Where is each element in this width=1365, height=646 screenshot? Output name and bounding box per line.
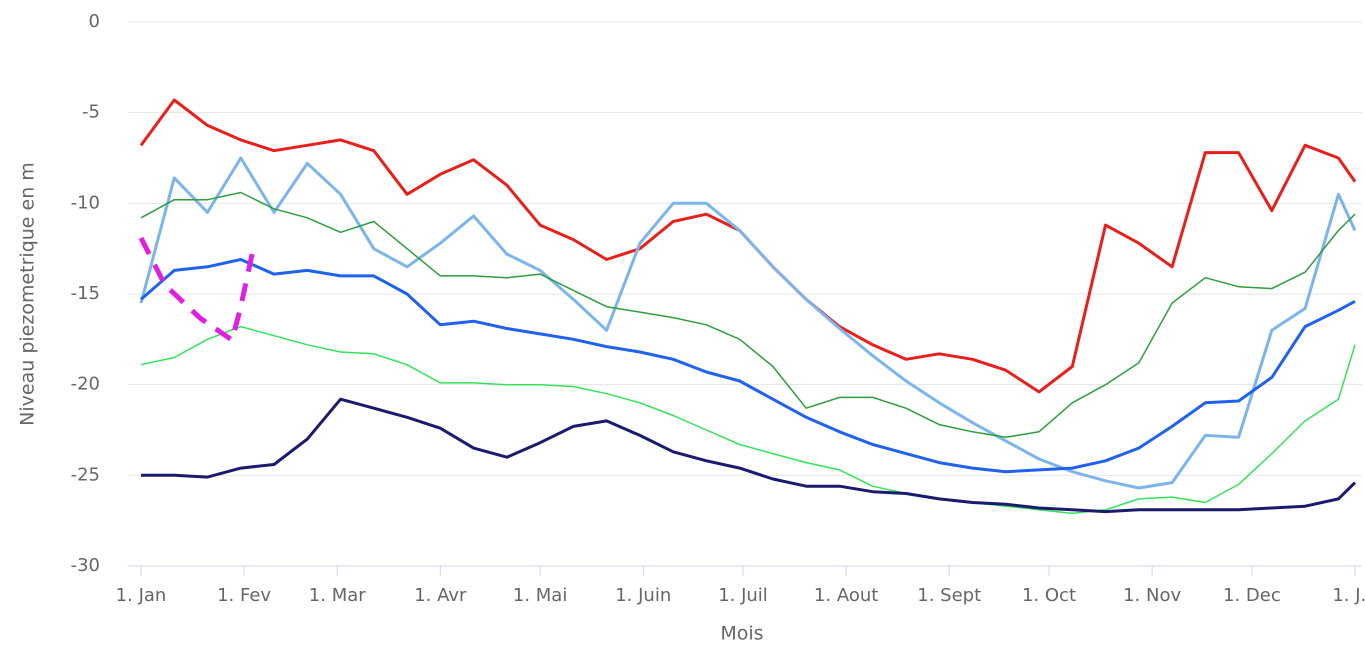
x-tick-label: 1. Mai [513, 585, 567, 606]
x-tick-label: 1. Oct [1022, 585, 1076, 606]
x-tick-label: 1. Juil [718, 585, 768, 606]
y-tick-label: -20 [71, 374, 100, 395]
series-line [141, 397, 1357, 514]
x-tick-label: 1. J... [1332, 585, 1365, 606]
x-tick-label: 1. Mar [309, 585, 366, 606]
y-tick-label: -25 [71, 464, 100, 485]
series-line [140, 258, 1356, 474]
series-line [139, 156, 1357, 490]
annotation-shape [138, 236, 256, 345]
x-tick-label: 1. Sept [917, 585, 981, 606]
series-line [140, 325, 1356, 515]
x-tick-label: 1. Juin [615, 585, 671, 606]
x-tick-label: 1. Dec [1223, 585, 1281, 606]
y-tick-label: -15 [71, 283, 100, 304]
series-line [140, 191, 1356, 439]
x-tick-label: 1. Fev [217, 585, 271, 606]
x-tick-label: 1. Avr [414, 585, 467, 606]
y-axis-title: Niveau piezometrique en m [17, 162, 39, 426]
x-tick-label: 1. Nov [1123, 585, 1181, 606]
y-tick-label: -5 [82, 102, 100, 123]
x-tick-label: 1. Jan [116, 585, 167, 606]
y-tick-label: 0 [89, 11, 100, 32]
x-axis-title: Mois [720, 623, 763, 645]
y-tick-label: -30 [71, 555, 100, 576]
x-tick-label: 1. Aout [814, 585, 878, 606]
y-tick-label: -10 [71, 192, 100, 213]
